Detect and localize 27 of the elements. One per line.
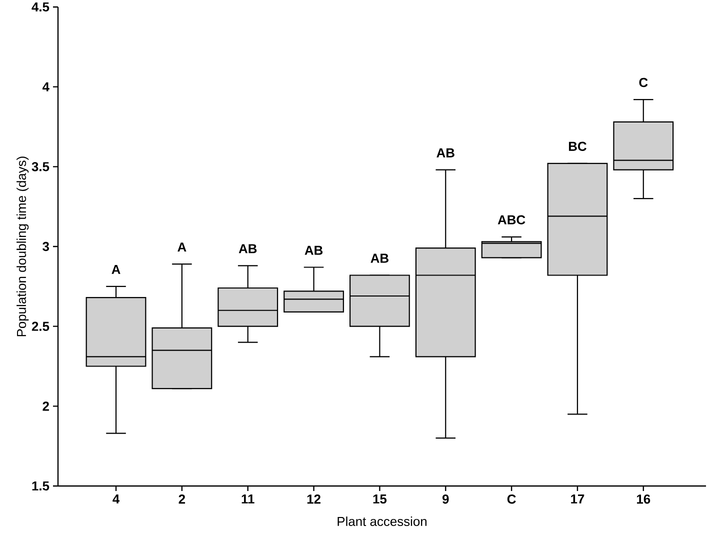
annotation: ABC [498, 215, 526, 224]
y-tick-label: 1.5 [32, 481, 50, 491]
annotation: AB [370, 254, 388, 263]
x-tick-label: 12 [307, 494, 320, 504]
annotation: A [178, 242, 186, 252]
x-tick-label: 11 [242, 494, 254, 504]
x-tick-label: 2 [178, 494, 186, 504]
annotation: BC [568, 142, 586, 151]
annotation: C [639, 78, 648, 88]
annotation: AB [436, 148, 454, 158]
x-tick-label: 9 [442, 494, 449, 504]
annotation: A [112, 264, 120, 274]
y-tick-label: 3 [42, 242, 50, 252]
y-axis-title: Population doubling time (days) [16, 156, 29, 336]
annotation: AB [304, 246, 323, 255]
x-tick-label: 17 [571, 494, 584, 504]
x-axis-title: Plant accession [338, 516, 426, 526]
y-tick-label: 4.5 [32, 2, 50, 12]
x-tick-label: C [507, 494, 516, 504]
y-tick-label: 3.5 [32, 162, 50, 172]
annotation: AB [238, 244, 257, 254]
y-tick-label: 2 [42, 402, 49, 411]
y-tick-label: 2.5 [32, 322, 50, 331]
y-tick-label: 4 [42, 82, 50, 92]
x-tick-label: 4 [112, 494, 120, 504]
x-tick-label: 16 [636, 494, 650, 504]
x-tick-label: 15 [373, 494, 387, 504]
